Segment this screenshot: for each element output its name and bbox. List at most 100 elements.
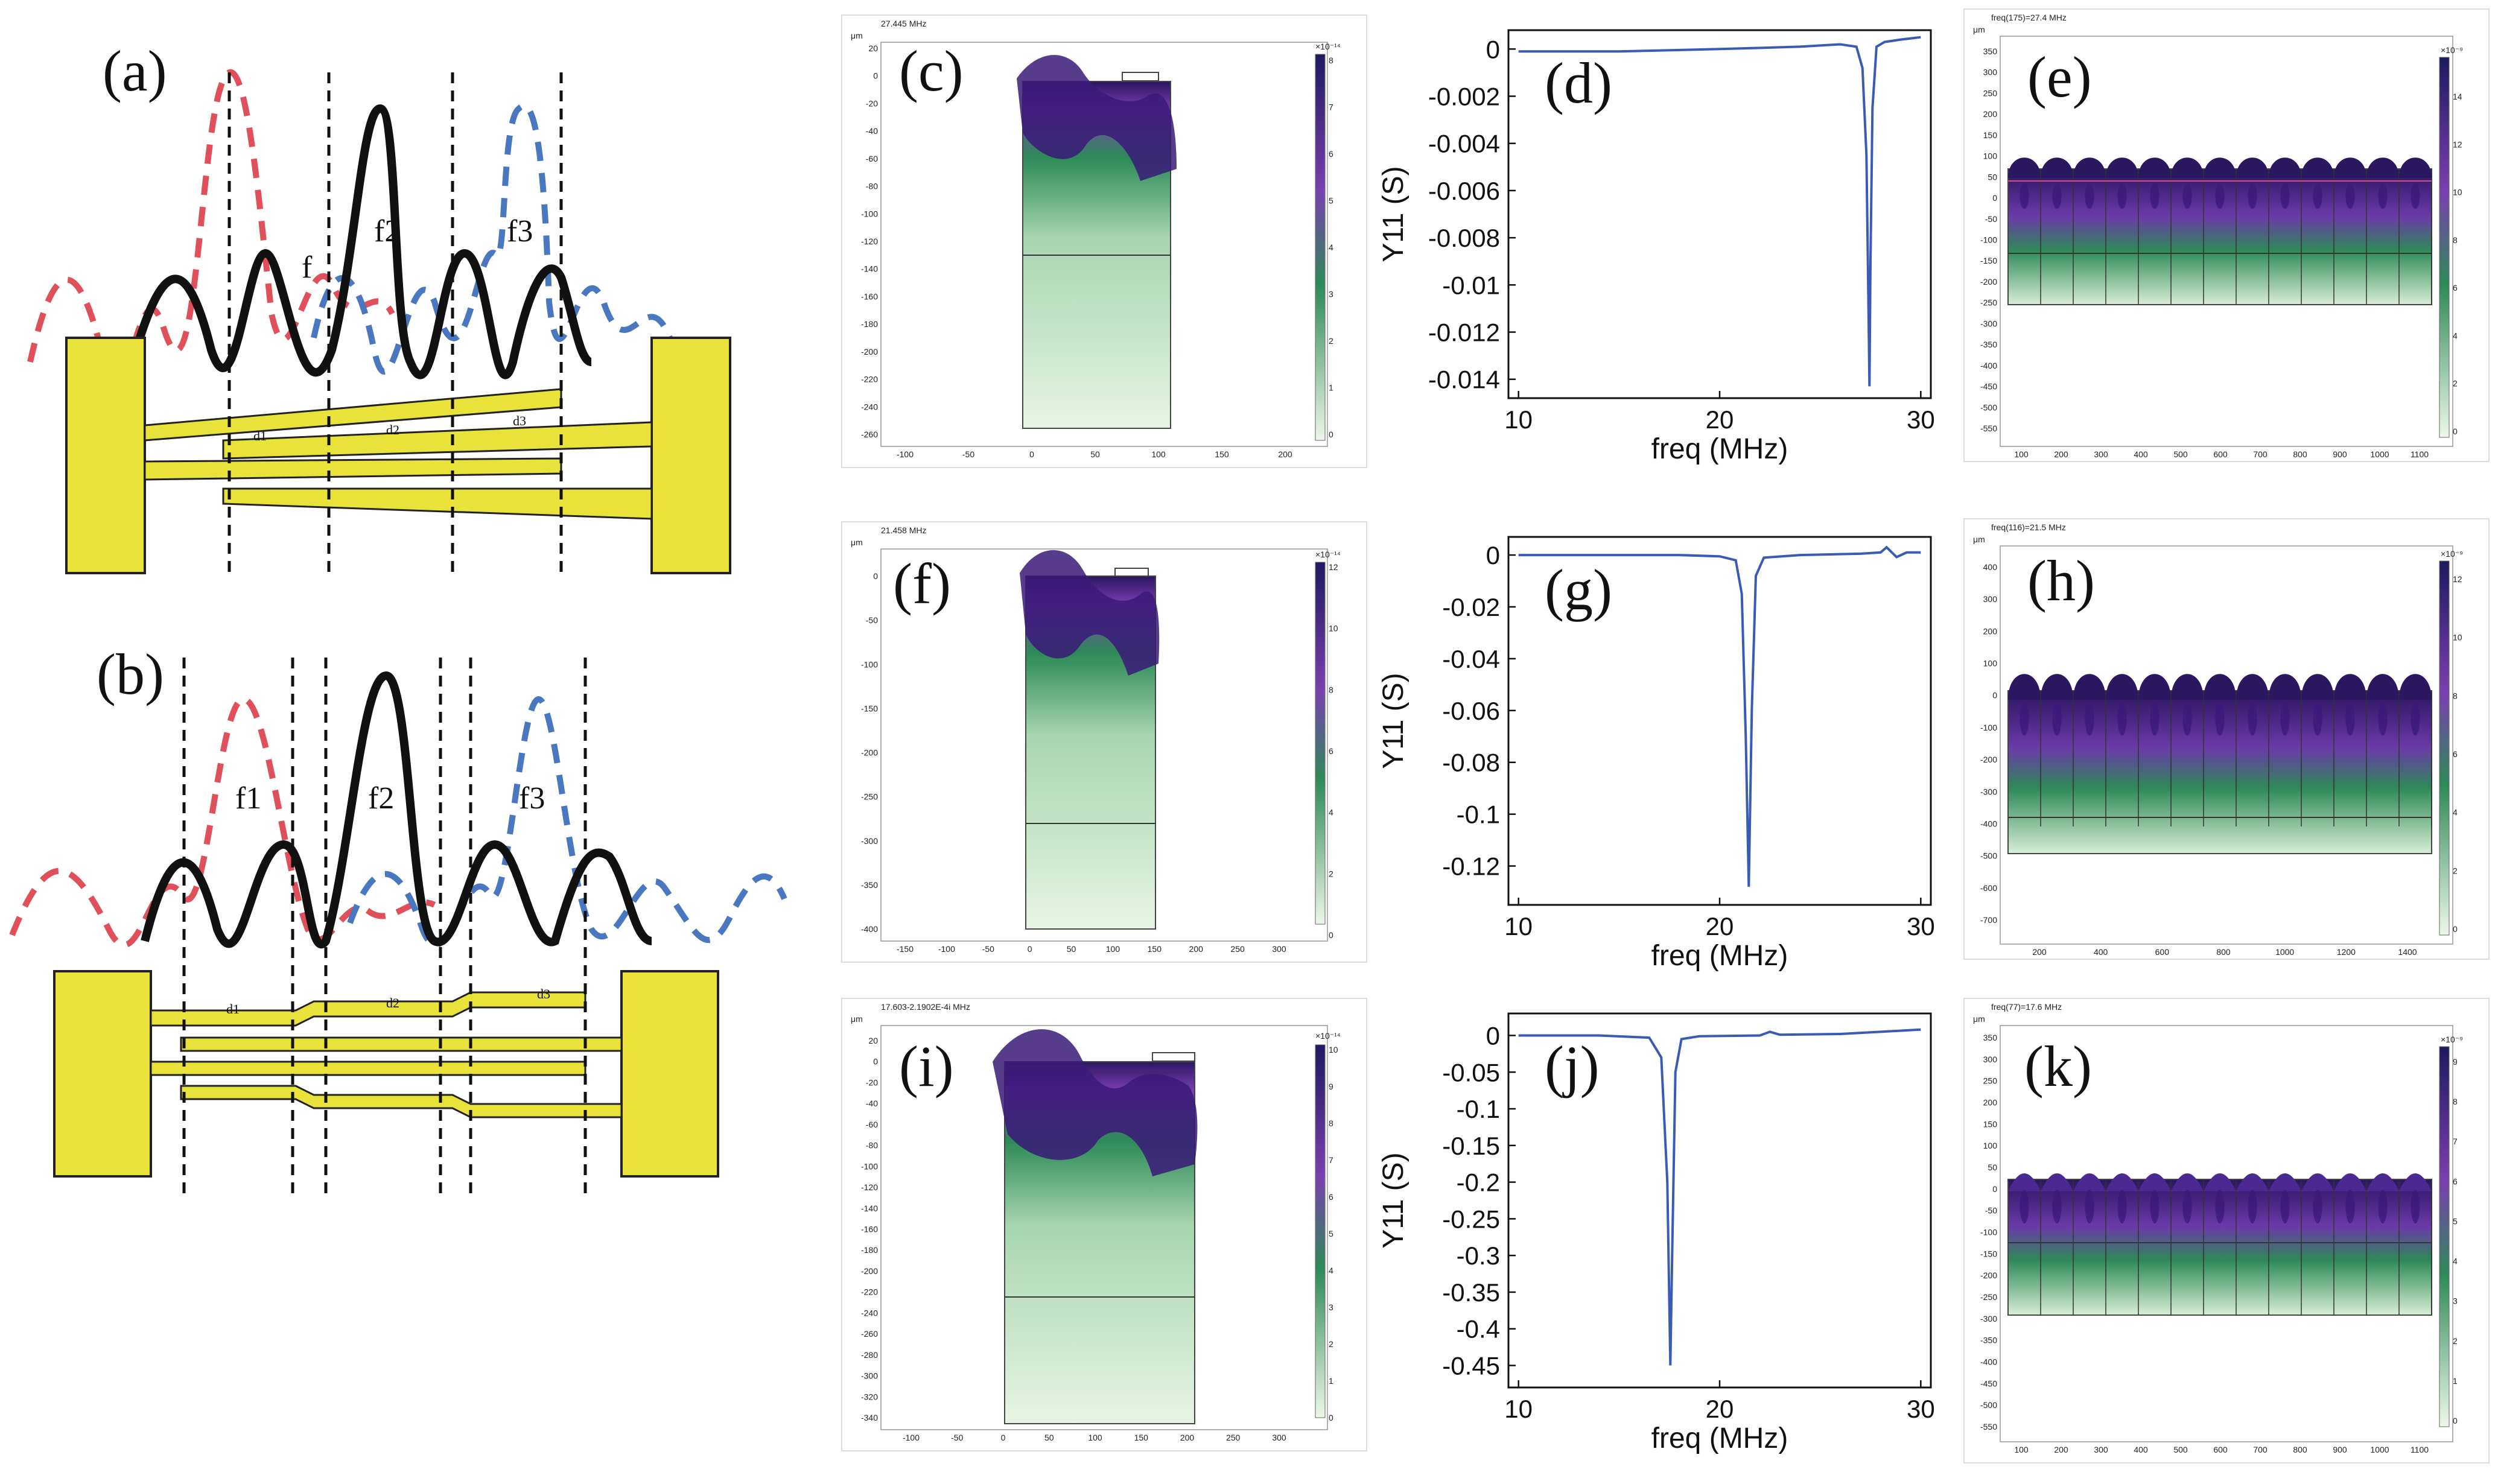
tick-label: -80	[866, 182, 878, 191]
panel-f-svg: 21.458 MHz μm 0 -50 -100 -150 -200 -250 -300 -3…	[841, 521, 1367, 963]
y-tick-label: -0.012	[1428, 319, 1500, 347]
tick-label: 14	[2453, 92, 2462, 101]
right-bus-bar	[650, 337, 731, 574]
field-lobe	[2411, 700, 2420, 736]
tick-label: 1000	[2370, 1445, 2389, 1454]
tick-label: 3	[1329, 1302, 1333, 1312]
chart-j: 0 -0.05 -0.1 -0.15 -0.2 -0.25 -0.3 -0.35 -0.4 -0.…	[1370, 995, 1949, 1472]
field-lobe	[2150, 700, 2160, 736]
panel-f-cb-ticks: 12 10 8 6 4 2 0	[1329, 562, 1338, 940]
tick-label: 300	[2094, 1445, 2108, 1454]
panel-f-x-ticks: -150 -100 -50 0 50 100 150 200 250 300	[897, 944, 1286, 954]
electrode-dome	[2073, 674, 2106, 700]
y-tick-label: -0.006	[1428, 177, 1500, 205]
field-lobe	[2313, 700, 2322, 736]
electrode-dome	[2204, 674, 2236, 700]
electrode-dome	[2106, 157, 2138, 178]
electrode-dome	[2269, 157, 2301, 178]
field-lobe	[2085, 1190, 2094, 1223]
x-axis-label: freq (MHz)	[1651, 940, 1788, 972]
tick-label: 200	[2032, 947, 2047, 957]
tick-label: 20	[868, 43, 878, 53]
tick-label: 7	[1329, 103, 1333, 112]
x-tick-label: 20	[1706, 1395, 1734, 1423]
tick-label: 100	[1088, 1433, 1102, 1442]
tick-label: -120	[861, 236, 878, 246]
tick-label: -180	[861, 319, 878, 329]
electrode-dome	[2334, 157, 2366, 178]
electrode-dome	[2008, 1173, 2041, 1191]
y-tick-label: -0.4	[1457, 1315, 1500, 1343]
tick-label: 2	[2453, 1336, 2458, 1346]
tick-label: 150	[1148, 944, 1162, 954]
tick-label: 50	[1988, 1162, 1997, 1172]
tick-label: -200	[861, 347, 878, 357]
tick-label: -200	[861, 748, 878, 758]
tick-label: 5	[1329, 196, 1333, 206]
tick-label: 600	[2155, 947, 2170, 957]
tick-label: 800	[2293, 449, 2307, 459]
tick-label: 2	[1329, 336, 1333, 346]
blue-wave-b	[347, 696, 787, 948]
blue-wave	[311, 103, 673, 375]
chart-panel-label: (g)	[1545, 557, 1612, 622]
panel-i-unit: μm	[851, 1014, 863, 1024]
chart-panel-label: (d)	[1545, 51, 1612, 115]
electrode-dome	[2171, 674, 2204, 700]
tick-label: 400	[2134, 449, 2148, 459]
y-axis-label: Y11 (S)	[1378, 166, 1409, 262]
tick-label: -50	[1985, 1206, 1997, 1216]
y-tick-label: 0	[1486, 1021, 1500, 1050]
tick-label: -250	[1980, 1292, 1997, 1302]
tick-label: -300	[1980, 1314, 1997, 1324]
tick-label: -100	[897, 449, 914, 459]
panel-c-cb-exp: ×10⁻¹⁴	[1315, 42, 1341, 51]
red-wave-b	[9, 696, 436, 948]
tick-label: -300	[861, 1371, 878, 1381]
tick-label: 300	[1272, 1433, 1286, 1442]
a-f2-text: f2	[374, 214, 400, 249]
a-d1-text: d1	[253, 428, 267, 443]
panel-c-y-ticks: 20 0 -20 -40 -60 -80 -100 -120 -140 -160 -180 -200 -…	[861, 43, 878, 439]
field-lobe	[2215, 1190, 2225, 1223]
tick-label: 500	[2173, 1445, 2188, 1454]
colorbar-k	[2439, 1046, 2450, 1427]
colorbar-i	[1315, 1044, 1326, 1418]
tick-label: 200	[2054, 1445, 2068, 1454]
y-tick-label: -0.3	[1457, 1241, 1500, 1270]
tick-label: -100	[938, 944, 955, 954]
tick-label: 0	[1992, 193, 1997, 203]
x-tick-label: 30	[1907, 912, 1935, 940]
tick-label: 6	[2453, 283, 2458, 293]
y-axis-label: Y11 (S)	[1378, 673, 1409, 769]
tick-label: 9	[1329, 1082, 1333, 1091]
tick-label: 0	[1001, 1433, 1006, 1442]
tick-label: -400	[1980, 819, 1997, 828]
tick-label: 1100	[2411, 1445, 2429, 1454]
tick-label: 200	[1180, 1433, 1195, 1442]
electrode-dome	[2204, 1173, 2236, 1191]
x-tick-label: 10	[1504, 1395, 1533, 1423]
tick-label: 12	[2453, 139, 2462, 149]
tick-label: 8	[1329, 685, 1333, 694]
tick-label: -340	[861, 1413, 878, 1422]
tick-label: 0	[2453, 924, 2458, 934]
field-lobe	[2345, 1190, 2355, 1223]
tick-label: 150	[1983, 130, 1998, 140]
tick-label: 500	[2173, 449, 2188, 459]
tick-label: -240	[861, 1308, 878, 1318]
tick-label: 4	[1329, 243, 1333, 252]
panel-f: 21.458 MHz μm 0 -50 -100 -150 -200 -250 -300 -3…	[839, 519, 1370, 965]
panel-a-svg: (a) f f2 f3 d1 d2 d3	[27, 39, 731, 574]
electrode-dome	[2106, 1173, 2138, 1191]
field-lobe	[2085, 700, 2094, 736]
x-tick-label: 10	[1504, 405, 1533, 434]
tick-label: 0	[2453, 1416, 2458, 1425]
panel-k-label: (k)	[2024, 1034, 2092, 1099]
tick-label: 100	[1983, 151, 1998, 161]
tick-label: 1	[2453, 1376, 2458, 1386]
tick-label: 250	[1230, 944, 1245, 954]
colorbar-c	[1315, 54, 1326, 441]
y-tick-label: -0.06	[1442, 697, 1500, 725]
y-tick-label: -0.01	[1442, 271, 1500, 299]
